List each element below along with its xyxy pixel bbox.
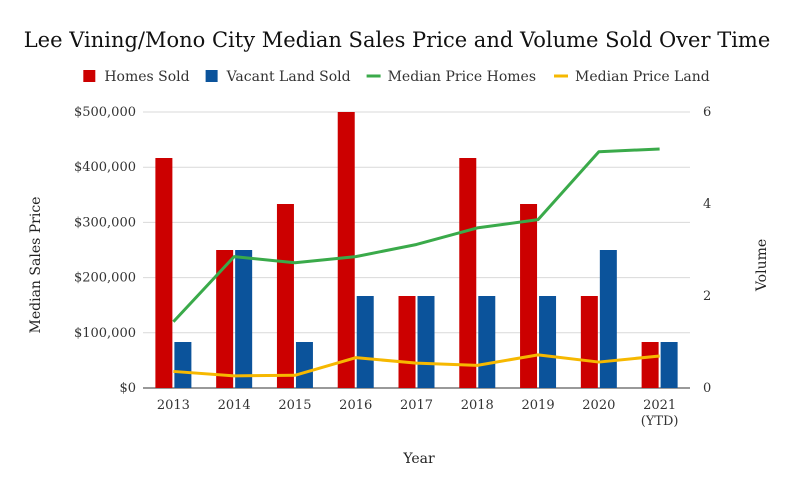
x-axis-ticks: 2013 2014 2015 2016 2017 2018 2019 2020 2021 (YTD… xyxy=(157,398,679,429)
lines xyxy=(172,147,660,378)
x-tick-label: 2013 xyxy=(157,398,190,413)
y-tick-label: $300,000 xyxy=(74,215,136,230)
legend-label: Median Price Homes xyxy=(388,69,536,85)
x-tick-label: 2020 xyxy=(582,398,615,413)
x-tick-label: 2015 xyxy=(278,398,311,413)
left-axis-ticks: $0 $100,000 $200,000 $300,000 $400,000 $500,0… xyxy=(74,105,136,396)
legend-label: Vacant Land Sold xyxy=(226,69,351,85)
bar-homes-sold xyxy=(398,296,416,388)
y-tick-label: $400,000 xyxy=(74,160,136,175)
line-median-price-land xyxy=(173,353,660,378)
y2-tick-label: 0 xyxy=(703,381,711,396)
y-axis-label: Median Sales Price xyxy=(28,197,44,334)
y-tick-label: $0 xyxy=(119,381,136,396)
x-tick-label: 2014 xyxy=(218,398,251,413)
bar-homes-sold xyxy=(276,204,294,388)
x-tick-label: 2021 (YTD) xyxy=(641,398,679,429)
bar-homes-sold xyxy=(216,250,234,388)
gridlines xyxy=(143,111,690,389)
bars xyxy=(155,112,678,388)
legend-swatch xyxy=(205,70,218,82)
legend-item: Homes Sold xyxy=(83,69,190,85)
legend-item: Vacant Land Sold xyxy=(205,69,351,85)
legend-swatch xyxy=(83,70,96,82)
bar-vacant-land-sold xyxy=(539,296,557,388)
bar-vacant-land-sold xyxy=(599,250,617,388)
bar-vacant-land-sold xyxy=(417,296,435,388)
x-tick-label: 2018 xyxy=(461,398,494,413)
bar-homes-sold xyxy=(641,342,659,388)
bar-homes-sold xyxy=(337,112,355,388)
y-tick-label: $100,000 xyxy=(74,326,136,341)
x-tick-label: 2019 xyxy=(522,398,555,413)
y2-tick-label: 6 xyxy=(703,105,711,120)
x-tick-label: 2017 xyxy=(400,398,433,413)
bar-vacant-land-sold xyxy=(295,342,313,388)
y-tick-label: $500,000 xyxy=(74,105,136,120)
legend-label: Median Price Land xyxy=(575,69,710,85)
bar-homes-sold xyxy=(459,158,477,388)
bar-homes-sold xyxy=(580,296,598,388)
legend: Homes Sold Vacant Land Sold Median Price H… xyxy=(83,69,710,85)
y2-axis-label: Volume xyxy=(754,239,770,292)
line-median-price-homes xyxy=(172,147,660,323)
legend-item: Median Price Land xyxy=(554,69,710,85)
bar-vacant-land-sold xyxy=(660,342,678,388)
bar-homes-sold xyxy=(520,204,538,388)
bar-vacant-land-sold xyxy=(478,296,496,388)
bar-homes-sold xyxy=(155,158,173,388)
y-tick-label: $200,000 xyxy=(74,271,136,286)
bar-vacant-land-sold xyxy=(174,342,192,388)
legend-item: Median Price Homes xyxy=(366,69,536,85)
x-tick-label: 2016 xyxy=(339,398,372,413)
bar-vacant-land-sold xyxy=(356,296,374,388)
chart-title: Lee Vining/Mono City Median Sales Price … xyxy=(24,28,771,52)
bar-vacant-land-sold xyxy=(235,250,253,388)
y2-tick-label: 4 xyxy=(703,197,711,212)
right-axis-ticks: 0 2 4 6 xyxy=(703,105,711,396)
legend-label: Homes Sold xyxy=(104,69,189,85)
x-axis-label: Year xyxy=(402,451,435,467)
y2-tick-label: 2 xyxy=(703,289,711,304)
